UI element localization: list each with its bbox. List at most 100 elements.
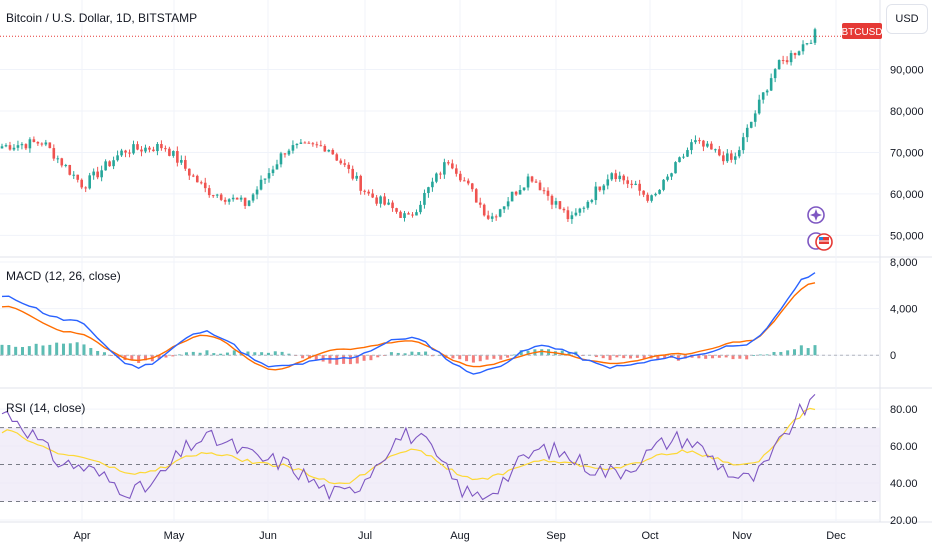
candle-body (48, 142, 52, 149)
sparkle-event-icon[interactable] (807, 206, 825, 224)
candle-body (327, 149, 331, 152)
candle-body (530, 176, 534, 182)
candle-body (522, 187, 526, 190)
candle-body (502, 206, 506, 210)
macd-hist-bar (499, 355, 503, 360)
candle-body (423, 192, 426, 205)
y-tick-label: 60,000 (890, 189, 924, 201)
candle-body (136, 144, 139, 150)
candle-body (431, 181, 434, 188)
candle-body (435, 173, 438, 182)
candle-body (546, 190, 550, 196)
rsi-line (1, 394, 816, 501)
macd-hist-bar (239, 353, 243, 356)
macd-hist-bar (191, 351, 195, 356)
candle-body (16, 145, 20, 148)
macd-hist-bar (266, 352, 270, 356)
macd-hist-bar (225, 352, 229, 356)
candle-body (510, 191, 514, 202)
macd-hist-bar (376, 355, 380, 358)
candle-body (239, 197, 243, 200)
macd-hist-bar (287, 353, 291, 356)
macd-hist-bar (458, 355, 462, 360)
macd-hist-bar (157, 355, 161, 360)
candle-body (459, 173, 462, 181)
candle-body (455, 168, 458, 174)
currency-button[interactable]: USD (886, 4, 928, 34)
y-tick-label: 20.00 (890, 515, 918, 527)
candle-body (263, 178, 267, 180)
macd-hist-bar (663, 355, 667, 359)
candle-body (710, 143, 713, 150)
x-tick-label: Jun (259, 530, 277, 542)
macd-hist-bar (526, 350, 530, 356)
candle-body (447, 162, 450, 164)
candle-body (439, 173, 442, 175)
x-tick-label: Oct (641, 530, 658, 542)
rsi-title[interactable]: RSI (14, close) (6, 401, 85, 415)
macd-hist-bar (27, 346, 31, 356)
macd-hist-bar (506, 355, 510, 358)
y-tick-label: 70,000 (890, 147, 924, 159)
x-tick-label: Aug (450, 530, 470, 542)
macd-hist-bar (451, 355, 455, 359)
candle-body (40, 143, 44, 145)
candle-body (486, 215, 490, 219)
candle-body (805, 43, 809, 45)
flag-event-icon[interactable] (807, 232, 833, 251)
candle-body (315, 144, 319, 146)
macd-hist-bar (567, 352, 571, 356)
candle-body (606, 179, 610, 186)
candle-body (737, 150, 741, 157)
candle-body (291, 145, 295, 151)
y-tick-label: 80,000 (890, 106, 924, 118)
macd-hist-bar (362, 355, 366, 361)
x-tick-label: May (164, 530, 185, 542)
macd-hist-bar (731, 355, 735, 360)
candle-body (566, 210, 570, 220)
candle-body (718, 149, 721, 156)
candle-body (518, 189, 522, 195)
candle-body (108, 161, 111, 167)
candle-body (219, 194, 223, 200)
candle-body (793, 53, 797, 56)
macd-hist-bar (403, 353, 407, 356)
y-tick-label: 60.00 (890, 441, 918, 453)
macd-hist-bar (492, 355, 496, 359)
macd-hist-bar (779, 351, 783, 356)
candle-body (634, 183, 637, 185)
candle-body (24, 144, 28, 149)
macd-hist-bar (758, 354, 762, 356)
candle-body (395, 208, 398, 212)
macd-hist-bar (184, 352, 188, 356)
candle-body (383, 196, 386, 205)
candle-body (407, 213, 410, 215)
candle-body (255, 189, 259, 195)
candle-body (466, 180, 470, 184)
candle-body (279, 153, 283, 165)
candle-body (638, 183, 641, 191)
macd-hist-bar (478, 355, 482, 362)
candle-body (195, 175, 199, 183)
macd-line (1, 272, 816, 375)
price-candles (0, 27, 817, 224)
candle-body (363, 190, 366, 192)
price-title[interactable]: Bitcoin / U.S. Dollar, 1D, BITSTAMP (6, 11, 197, 25)
macd-hist-bar (389, 352, 393, 356)
candle-body (726, 153, 729, 162)
candle-body (598, 186, 602, 191)
macd-hist-bar (355, 355, 359, 364)
macd-hist-bar (560, 350, 564, 356)
candle-body (654, 193, 657, 196)
macd-hist-bar (410, 351, 414, 356)
candle-body (387, 202, 390, 205)
candle-body (538, 182, 542, 191)
candle-body (462, 180, 466, 182)
macd-title[interactable]: MACD (12, 26, close) (6, 269, 121, 283)
candle-body (76, 174, 80, 180)
candle-body (8, 145, 12, 150)
candle-body (211, 195, 215, 197)
candle-body (176, 151, 179, 163)
rsi-ma-line (1, 407, 816, 485)
